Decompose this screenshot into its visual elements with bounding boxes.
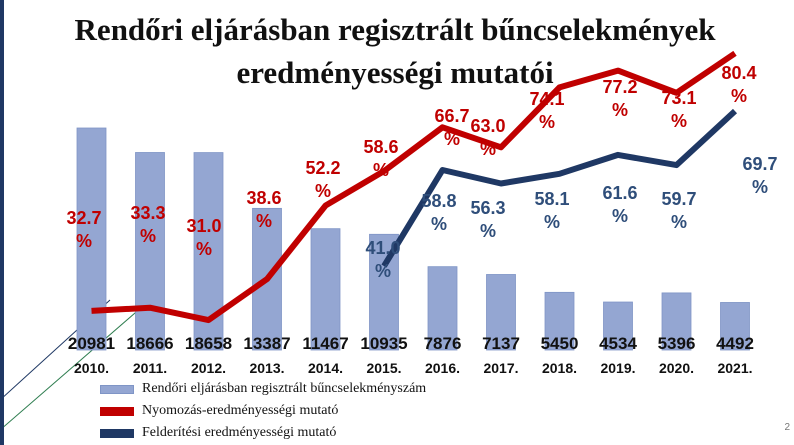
decor-left-bar <box>0 0 4 445</box>
legend-label-red: Nyomozás-eredményességi mutató <box>142 403 339 418</box>
navy-value-label: 58.8 <box>421 191 456 211</box>
bar-value-label: 10935 <box>360 334 407 353</box>
navy-percent-sign: % <box>752 177 768 197</box>
red-line <box>91 50 737 324</box>
legend-item-navy: Felderítési eredményességi mutató <box>100 422 426 444</box>
red-percent-sign: % <box>731 86 747 106</box>
bar-value-label: 4534 <box>599 334 637 353</box>
bar-value-label: 18658 <box>185 334 232 353</box>
red-percent-sign: % <box>480 139 496 159</box>
bar-2020. <box>661 292 692 351</box>
red-value-label: 73.1 <box>661 88 696 108</box>
legend-swatch-red <box>100 406 134 416</box>
category-label: 2011. <box>133 360 167 376</box>
red-percent-sign: % <box>671 111 687 131</box>
red-percent-sign: % <box>256 211 272 231</box>
red-percent-sign: % <box>76 231 92 251</box>
navy-percent-sign: % <box>544 212 560 232</box>
navy-percent-sign: % <box>431 214 447 234</box>
red-percent-sign: % <box>539 112 555 132</box>
navy-value-label: 59.7 <box>661 189 696 209</box>
legend-item-red: Nyomozás-eredményességi mutató <box>100 400 426 422</box>
red-data-labels: 32.7% 33.3% 31.0% 38.6% 52.2% 58.6% 66.7% 63.0%… <box>66 63 756 259</box>
category-label: 2016. <box>425 360 460 376</box>
red-value-label: 80.4 <box>721 63 756 83</box>
red-value-label: 33.3 <box>130 203 165 223</box>
navy-value-label: 56.3 <box>470 198 505 218</box>
category-label: 2017. <box>483 360 518 376</box>
category-label: 2010. <box>74 360 109 376</box>
decor-line-green <box>0 299 151 431</box>
category-label: 2021. <box>717 360 752 376</box>
red-value-label: 66.7 <box>434 106 469 126</box>
red-value-label: 32.7 <box>66 208 101 228</box>
red-value-label: 31.0 <box>186 216 221 236</box>
bar-2018. <box>544 291 575 351</box>
red-percent-sign: % <box>612 100 628 120</box>
bar-2017. <box>486 274 516 351</box>
category-label: 2014. <box>308 360 343 376</box>
red-value-label: 77.2 <box>602 77 637 97</box>
category-label: 2013. <box>249 360 284 376</box>
bar-2011. <box>135 152 165 351</box>
navy-percent-sign: % <box>671 212 687 232</box>
category-label: 2012. <box>191 360 226 376</box>
navy-value-label: 58.1 <box>534 189 569 209</box>
navy-value-label: 61.6 <box>602 183 637 203</box>
bar-2019. <box>603 301 633 351</box>
red-percent-sign: % <box>444 129 460 149</box>
legend-swatch-navy <box>100 428 134 438</box>
legend-label-navy: Felderítési eredményességi mutató <box>142 425 337 440</box>
red-line-series <box>91 50 737 324</box>
bar-value-label: 11467 <box>302 334 348 353</box>
bar-value-label: 18666 <box>126 334 173 353</box>
bar-value-label: 4492 <box>716 334 754 353</box>
page-number: 2 <box>784 422 790 433</box>
category-label: 2019. <box>600 360 635 376</box>
bar-2021. <box>720 302 750 351</box>
navy-line-series <box>381 108 738 268</box>
red-value-label: 63.0 <box>470 116 505 136</box>
red-percent-sign: % <box>196 239 212 259</box>
legend-item-bars: Rendőri eljárásban regisztrált bűncselek… <box>100 378 426 400</box>
category-labels: 2010. 2011. 2012. 2013. 2014. 2015. 2016. 2017.… <box>74 360 753 376</box>
navy-percent-sign: % <box>612 206 628 226</box>
red-percent-sign: % <box>373 160 389 180</box>
category-label: 2018. <box>542 360 577 376</box>
red-value-label: 38.6 <box>246 188 281 208</box>
slide-title-line-1: Rendőri eljárásban regisztrált bűncselek… <box>74 12 716 47</box>
legend-swatch-bars <box>100 384 134 394</box>
red-value-label: 74.1 <box>529 89 564 109</box>
red-value-label: 52.2 <box>305 158 340 178</box>
red-value-label: 58.6 <box>363 137 398 157</box>
bar-value-label: 13387 <box>243 334 290 353</box>
navy-value-label: 41.0 <box>365 238 400 258</box>
navy-data-labels: 41.0% 58.8% 56.3% 58.1% 61.6% 59.7% 69.7% <box>365 154 777 281</box>
bar-value-label: 5450 <box>541 334 579 353</box>
navy-percent-sign: % <box>480 221 496 241</box>
category-label: 2020. <box>659 360 694 376</box>
red-percent-sign: % <box>140 226 156 246</box>
navy-percent-sign: % <box>375 261 391 281</box>
red-percent-sign: % <box>315 181 331 201</box>
bar-value-label: 7137 <box>482 334 520 353</box>
bar-value-label: 5396 <box>658 334 696 353</box>
legend-label-bars: Rendőri eljárásban regisztrált bűncselek… <box>142 381 427 396</box>
bar-2014. <box>310 228 341 351</box>
navy-line <box>381 108 738 268</box>
bar-value-label: 20981 <box>68 334 115 353</box>
slide-title-line-2: eredményességi mutatói <box>236 55 554 90</box>
category-label: 2015. <box>366 360 401 376</box>
bar-value-label: 7876 <box>424 334 462 353</box>
bar-data-labels: 20981 18666 18658 13387 11467 10935 7876 7137 54… <box>68 334 754 353</box>
legend: Rendőri eljárásban regisztrált bűncselek… <box>100 378 426 444</box>
navy-value-label: 69.7 <box>742 154 777 174</box>
bar-2016. <box>427 266 458 351</box>
